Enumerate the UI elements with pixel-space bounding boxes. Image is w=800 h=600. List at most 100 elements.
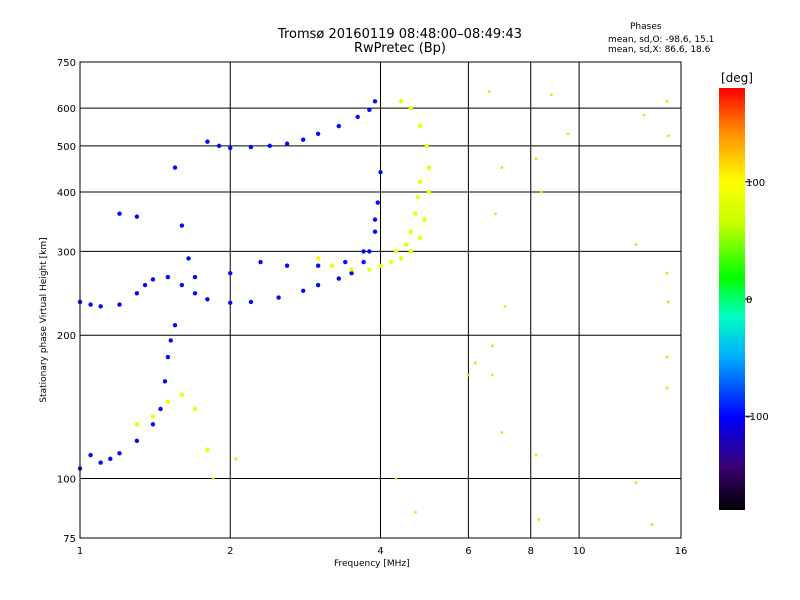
x-axis-label: Frequency [MHz] — [334, 559, 410, 569]
x-tick-label: 1 — [77, 546, 83, 557]
echo-point-noise — [650, 523, 654, 527]
echo-point-x — [398, 99, 404, 104]
echo-point-x — [426, 165, 432, 170]
plot-frame — [79, 61, 682, 539]
echo-point-x — [408, 249, 413, 254]
echo-point-o — [158, 406, 163, 412]
echo-point-noise — [234, 457, 238, 461]
echo-point-noise — [539, 190, 543, 194]
echo-point-o — [300, 288, 306, 293]
phase-stats-o-mode: mean, sd,O: -98.6, 15.1 — [608, 35, 715, 45]
chart-subtitle: RwPretec (Bp) — [353, 41, 447, 56]
echo-point-noise — [566, 132, 570, 136]
echo-point-x — [150, 414, 156, 419]
echo-point-x — [134, 422, 140, 427]
echo-point-noise — [667, 300, 670, 304]
echo-point-o — [134, 291, 140, 296]
echo-point-o — [150, 422, 156, 427]
y-tick-label: 750 — [57, 58, 76, 69]
echo-point-x — [417, 123, 423, 129]
echo-point-noise — [665, 355, 669, 359]
echo-point-noise — [211, 477, 215, 480]
echo-point-o — [336, 123, 342, 129]
echo-point-noise — [667, 134, 670, 138]
echo-point-x — [192, 406, 198, 412]
echo-point-x — [329, 263, 335, 268]
echo-point-o — [165, 354, 171, 360]
echo-point-o — [349, 271, 354, 276]
echo-point-x — [349, 267, 354, 272]
echo-point-o — [276, 295, 281, 300]
echo-point-o — [372, 229, 378, 234]
x-tick-label: 16 — [675, 546, 688, 557]
echo-point-noise — [500, 166, 504, 170]
echo-point-o — [361, 259, 366, 265]
echo-point-o — [378, 170, 383, 175]
echo-point-x — [408, 229, 413, 234]
y-tick-label: 300 — [57, 247, 76, 258]
colorbar-ticks: 100 0 -100 — [745, 178, 769, 423]
echo-point-o — [186, 256, 191, 261]
echo-point-x — [315, 256, 321, 261]
y-tick-label: 500 — [57, 142, 76, 153]
echo-point-o — [315, 131, 321, 136]
echo-point-o — [315, 282, 321, 288]
echo-point-o — [284, 141, 290, 146]
echo-point-x — [393, 249, 399, 254]
echo-point-x — [417, 235, 423, 241]
echo-point-o — [172, 165, 178, 170]
y-tick-label: 600 — [57, 104, 76, 115]
echo-point-noise — [394, 477, 398, 480]
echo-point-o — [355, 114, 360, 120]
echo-point-x — [367, 267, 372, 272]
echo-point-o — [117, 211, 122, 216]
echo-point-o — [228, 300, 233, 305]
axis-ticks: 1 2 4 6 8 10 16 75 100 200 300 400 500 600 750 — [57, 58, 687, 557]
echo-point-o — [134, 438, 140, 444]
y-tick-label: 200 — [57, 331, 76, 342]
echo-point-x — [403, 242, 409, 247]
echo-point-noise — [550, 93, 553, 97]
echo-point-o — [117, 302, 122, 307]
echo-point-o — [315, 263, 321, 268]
echo-point-noise — [634, 481, 638, 485]
echo-point-o — [150, 277, 156, 282]
grid-lines — [80, 62, 681, 538]
echo-point-o — [162, 379, 168, 384]
echo-point-noise — [537, 518, 541, 521]
echo-point-o — [361, 249, 366, 254]
echo-point-o — [267, 143, 272, 149]
echo-point-o — [336, 276, 342, 281]
echo-point-o — [284, 263, 290, 268]
echo-point-o — [134, 214, 140, 219]
echo-point-x — [417, 179, 423, 185]
phase-stats-heading: Phases — [630, 22, 662, 32]
x-tick-label: 2 — [227, 546, 233, 557]
echo-point-x — [378, 263, 383, 268]
x-tick-label: 4 — [377, 546, 383, 557]
echo-point-o — [205, 297, 210, 302]
echo-point-noise — [534, 157, 538, 161]
echo-point-noise — [665, 271, 669, 275]
echo-point-noise — [414, 510, 417, 514]
echo-point-noise — [665, 386, 669, 390]
echo-point-noise — [634, 243, 638, 247]
echo-points — [77, 90, 670, 527]
x-tick-label: 8 — [528, 546, 534, 557]
echo-point-o — [367, 249, 372, 254]
echo-point-noise — [466, 373, 470, 377]
echo-point-o — [179, 223, 185, 228]
echo-point-o — [343, 259, 348, 265]
echo-point-x — [165, 399, 171, 404]
echo-point-noise — [503, 304, 507, 308]
echo-point-o — [192, 291, 198, 296]
echo-point-x — [422, 217, 427, 222]
echo-point-x — [179, 392, 185, 397]
echo-point-noise — [642, 113, 646, 117]
echo-point-o — [142, 282, 148, 288]
echo-point-noise — [534, 453, 538, 457]
echo-point-o — [98, 304, 103, 309]
echo-point-o — [367, 107, 372, 113]
echo-point-o — [88, 452, 93, 458]
